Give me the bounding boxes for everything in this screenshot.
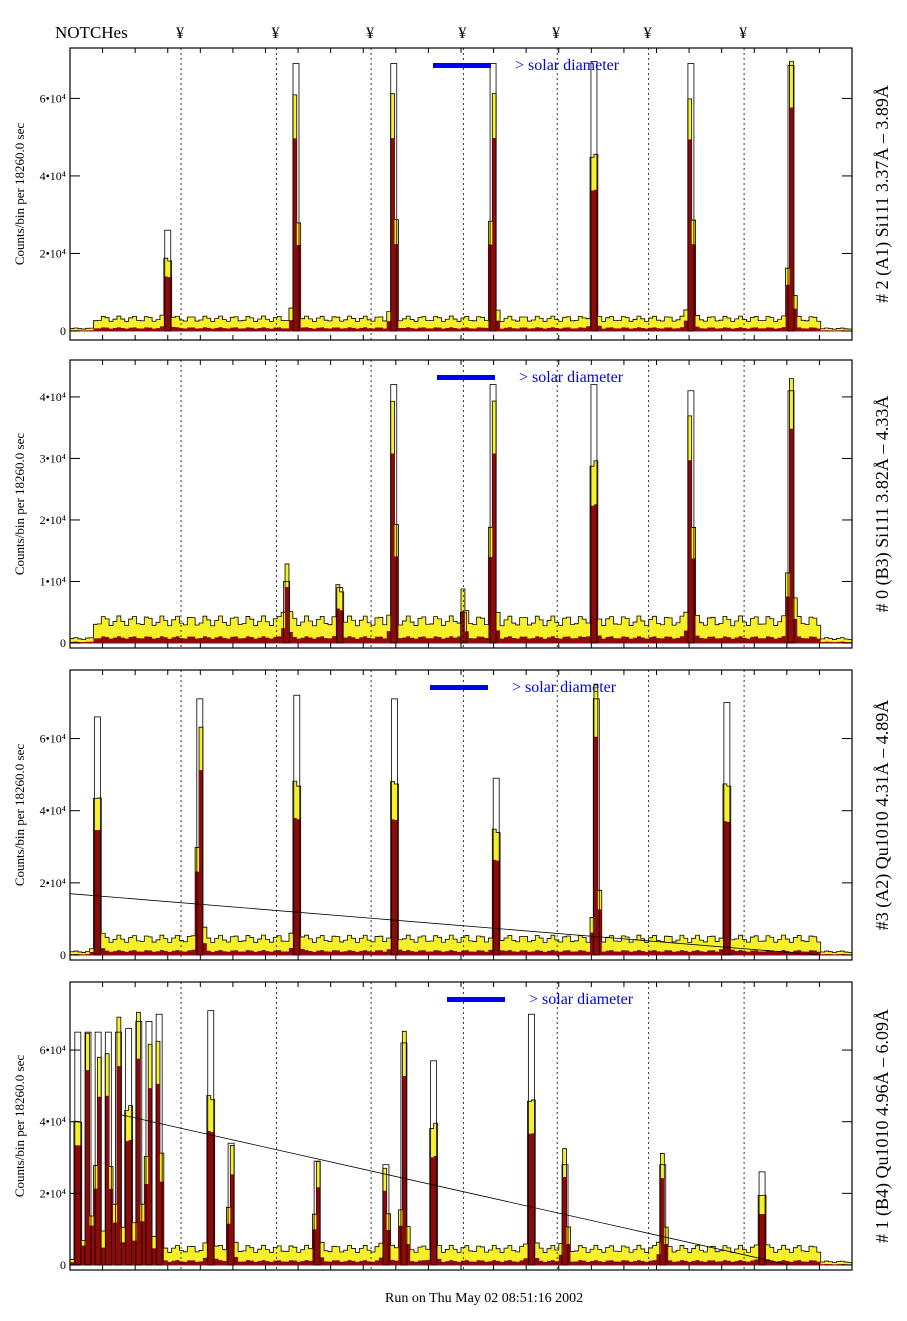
peak-bar <box>590 384 598 644</box>
histogram-total <box>69 60 853 332</box>
histogram-peak <box>70 736 852 955</box>
solar-diameter-bar <box>430 685 488 690</box>
notch-marker: ¥ <box>739 25 747 42</box>
y-axis-label: Counts/bin per 18260.0 sec <box>12 1055 27 1197</box>
peak-bar <box>164 229 172 332</box>
histogram-peak <box>70 107 852 331</box>
y-tick-label: 2•10⁴ <box>40 1186 66 1200</box>
peak-bar <box>293 694 301 956</box>
y-tick-label: 0 <box>60 636 66 650</box>
panel-title: #3 (A2) Qu1010 4.31Å – 4.89Å <box>872 700 893 930</box>
peak-bar <box>391 698 398 956</box>
y-tick-label: 2•10⁴ <box>40 876 66 890</box>
peak-bar <box>382 1164 390 1266</box>
fit-line <box>69 893 821 956</box>
peak-bar <box>492 777 500 956</box>
peak-bar <box>527 1013 535 1266</box>
peak-bar <box>145 1021 153 1266</box>
y-tick-label: 0 <box>60 948 66 962</box>
peak-bar <box>687 63 695 332</box>
panel-title: # 2 (A1) Si111 3.37Å – 3.89Å <box>872 85 893 303</box>
peak-bar <box>125 1028 133 1266</box>
y-tick-label: 2•10⁴ <box>40 246 66 260</box>
histogram-total <box>69 378 853 644</box>
legend-label: > solar diameter <box>519 369 624 386</box>
plot-frame <box>69 47 853 341</box>
notches-label: NOTCHes <box>55 23 128 42</box>
peak-bar <box>459 611 467 644</box>
legend-label: > solar diameter <box>529 991 634 1008</box>
run-timestamp: Run on Thu May 02 08:51:16 2002 <box>385 1291 583 1306</box>
notch-marker: ¥ <box>271 25 279 42</box>
peak-bar <box>336 587 344 644</box>
panel-1: 0 1•10⁴ 2•10⁴ 3•10⁴ 4•10⁴ Counts/bin per 1826… <box>12 359 893 650</box>
y-tick-label: 3•10⁴ <box>40 451 66 465</box>
y-axis-label: Counts/bin per 18260.0 sec <box>12 744 27 886</box>
peak-bar <box>93 716 101 956</box>
panel-0: 0 2•10⁴ 4•10⁴ 6•10⁴ Counts/bin per 18260.0 s… <box>12 47 893 341</box>
peak-bar <box>758 1171 766 1266</box>
peak-bar <box>135 1021 143 1266</box>
notch-marker: ¥ <box>176 25 184 42</box>
fit-line <box>119 1114 790 1266</box>
notch-marker: ¥ <box>366 25 374 42</box>
notch-marker: ¥ <box>552 25 560 42</box>
peak-bar <box>104 1031 112 1266</box>
y-tick-label: 0 <box>60 324 66 338</box>
peak-bar <box>590 61 598 332</box>
peak-bar <box>592 698 600 956</box>
y-tick-label: 4•10⁴ <box>40 1115 66 1129</box>
histogram-peak <box>70 1058 852 1265</box>
y-tick-label: 2•10⁴ <box>40 513 66 527</box>
histogram-total <box>69 1011 853 1266</box>
peak-bar <box>489 63 497 332</box>
peak-bar <box>155 1013 163 1266</box>
panel-3: 0 2•10⁴ 4•10⁴ 6•10⁴ Counts/bin per 18260.0 s… <box>12 981 893 1272</box>
solar-diameter-bar <box>447 997 505 1002</box>
y-tick-label: 0 <box>60 1258 66 1272</box>
peak-bar <box>207 1010 215 1266</box>
peak-bar <box>84 1031 92 1266</box>
y-axis-label: Counts/bin per 18260.0 sec <box>12 123 27 265</box>
y-tick-label: 6•10⁴ <box>40 1043 66 1057</box>
histogram-total <box>69 683 853 956</box>
plot-frame <box>69 669 853 961</box>
y-tick-label: 4•10⁴ <box>40 169 66 183</box>
peak-bar <box>283 581 291 644</box>
panel-title: # 0 (B3) Si111 3.82Å – 4.33Å <box>872 396 893 613</box>
peak-bar <box>787 390 795 644</box>
legend-label: > solar diameter <box>515 57 620 74</box>
peak-bar <box>292 63 300 332</box>
solar-diameter-bar <box>437 375 495 380</box>
notch-marker: ¥ <box>644 25 652 42</box>
plot-frame <box>69 981 853 1271</box>
peak-bar <box>390 384 398 644</box>
peak-bar <box>430 1060 438 1266</box>
peak-bar <box>659 1164 667 1266</box>
y-tick-label: 6•10⁴ <box>40 732 66 746</box>
panel-title: # 1 (B4) Qu1010 4.96Å – 6.09Å <box>872 1009 893 1243</box>
legend-label: > solar diameter <box>512 679 617 696</box>
peak-bar <box>787 65 795 332</box>
y-axis-label: Counts/bin per 18260.0 sec <box>12 433 27 575</box>
peak-bar <box>227 1142 235 1266</box>
y-tick-label: 4•10⁴ <box>40 390 66 404</box>
peak-bar <box>196 698 204 956</box>
y-tick-label: 1•10⁴ <box>40 574 66 588</box>
notch-marker: ¥ <box>458 25 466 42</box>
peak-bar <box>400 1042 408 1266</box>
peak-bar <box>94 1031 102 1266</box>
y-tick-label: 4•10⁴ <box>40 804 66 818</box>
peak-bar <box>489 384 497 644</box>
solar-diameter-bar <box>433 63 491 68</box>
y-tick-label: 6•10⁴ <box>40 91 66 105</box>
peak-bar <box>687 390 695 644</box>
peak-bar <box>313 1160 321 1266</box>
peak-bar <box>115 1031 122 1266</box>
peak-bar <box>390 63 398 332</box>
panel-2: 0 2•10⁴ 4•10⁴ 6•10⁴ Counts/bin per 18260.0 s… <box>12 669 893 962</box>
peak-bar <box>723 702 731 956</box>
